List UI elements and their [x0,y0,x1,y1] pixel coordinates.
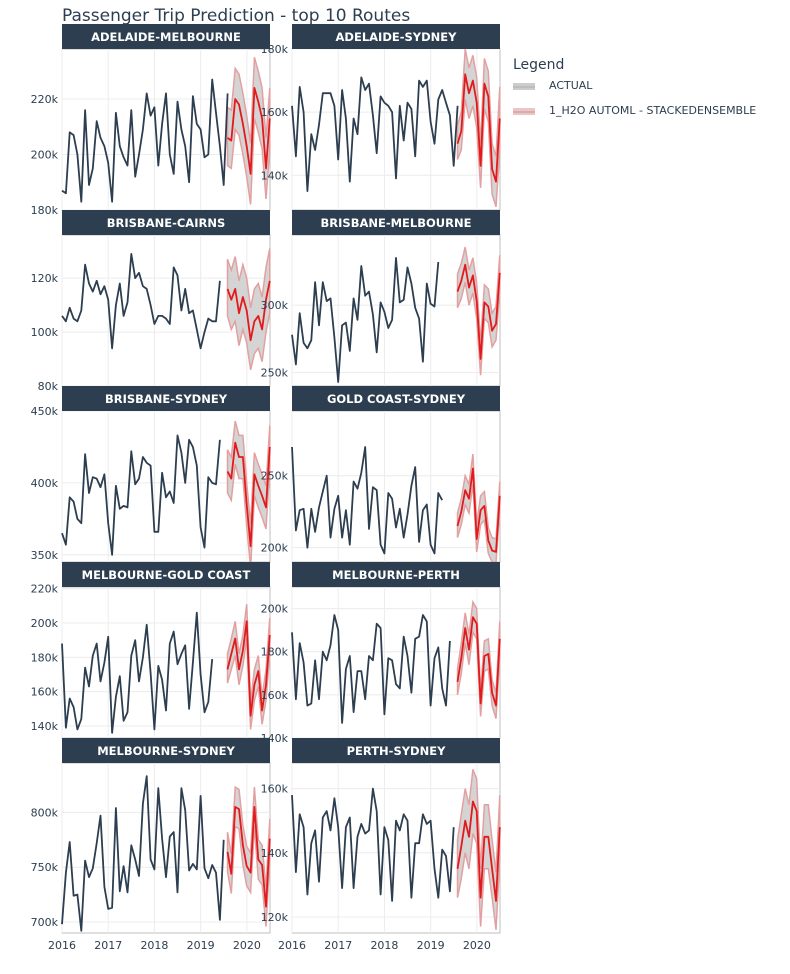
actual-line [291,256,440,383]
panel-title: BRISBANE-MELBOURNE [321,216,472,230]
y-tick-label: 180k [261,43,289,56]
y-tick-label: 200k [31,148,59,161]
legend-item-forecast: 1_H2O AUTOML - STACKEDENSEMBLE [513,104,756,117]
y-tick-label: 450k [31,405,59,418]
y-tick-label: 750k [31,861,59,874]
panel-strip [62,386,270,411]
actual-line [61,78,229,203]
x-tick-label: 2018 [370,939,398,952]
y-tick-label: 200k [261,603,289,616]
y-tick-label: 250k [261,367,289,380]
actual-line [291,76,459,193]
y-tick-label: 220k [31,93,59,106]
y-tick-label: 200k [31,617,59,630]
y-tick-label: 350k [31,549,59,562]
forecast-line [456,467,501,553]
panel-strip [292,562,500,587]
y-tick-label: 180k [261,646,289,659]
actual-line [291,614,451,724]
panel-strip [292,210,500,235]
panel-background [61,586,271,739]
panel-title: BRISBANE-CAIRNS [107,216,225,230]
forecast-line [456,263,501,360]
forecast-line [226,806,271,908]
y-tick-label: 140k [261,169,289,182]
panel-background [291,586,501,739]
forecast-line [226,280,271,342]
y-tick-label: 100k [31,326,59,339]
legend-label-actual: ACTUAL [549,79,593,92]
panel-title: MELBOURNE-GOLD COAST [82,568,251,582]
forecast-line [226,441,271,548]
forecast-line [226,87,271,175]
y-tick-label: 180k [31,204,59,217]
legend-title: Legend [513,57,565,73]
y-tick-label: 700k [31,916,59,929]
legend: Legend ACTUAL 1_H2O AUTOML - STACKEDENSE… [513,57,756,129]
panel-strip [292,738,500,763]
x-tick-label: 2017 [324,939,352,952]
y-tick-label: 800k [31,806,59,819]
panel-strip [292,386,500,411]
panel-strip [62,562,270,587]
legend-swatch-forecast [513,106,535,116]
y-tick-label: 160k [31,686,59,699]
panel-strip [62,738,270,763]
actual-line [61,252,221,350]
x-tick-label: 2018 [140,939,168,952]
x-tick-label: 2016 [48,939,76,952]
y-tick-label: 160k [261,689,289,702]
y-tick-label: 250k [261,470,289,483]
actual-line [291,446,443,555]
panel-title: MELBOURNE-PERTH [332,568,460,582]
actual-line [61,775,225,932]
forecast-band [226,248,271,370]
forecast-band [226,420,271,568]
panel-strip [292,24,500,49]
y-tick-label: 120k [261,911,289,924]
actual-line [61,611,214,734]
x-tick-label: 2017 [94,939,122,952]
y-tick-label: 200k [261,542,289,555]
panel-strip [62,210,270,235]
actual-line [291,787,455,902]
legend-swatch-actual [513,81,535,91]
x-tick-label: 2020 [233,939,261,952]
x-tick-label: 2019 [417,939,445,952]
y-tick-label: 160k [261,783,289,796]
y-tick-label: 140k [261,847,289,860]
x-tick-label: 2016 [278,939,306,952]
forecast-band [456,454,501,563]
x-tick-label: 2019 [187,939,215,952]
y-tick-label: 120k [31,272,59,285]
y-tick-label: 160k [261,106,289,119]
y-tick-label: 400k [31,477,59,490]
y-tick-label: 300k [261,299,289,312]
actual-line [61,434,221,556]
y-tick-label: 180k [31,651,59,664]
forecast-line [456,73,501,183]
forecast-band [226,785,271,927]
panel-title: ADELAIDE-MELBOURNE [91,30,241,44]
x-tick-label: 2020 [463,939,491,952]
y-tick-label: 220k [31,583,59,596]
forecast-band [226,57,271,205]
panel-strip [62,24,270,49]
panel-title: PERTH-SYDNEY [347,744,447,758]
panel-title: ADELAIDE-SYDNEY [336,30,458,44]
panel-title: BRISBANE-SYDNEY [105,392,228,406]
legend-item-actual: ACTUAL [513,79,756,92]
forecast-line [456,800,501,902]
panel-title: GOLD COAST-SYDNEY [327,392,466,406]
forecast-line [456,616,501,707]
panel-title: MELBOURNE-SYDNEY [97,744,235,758]
y-tick-label: 80k [38,380,59,393]
legend-label-forecast: 1_H2O AUTOML - STACKEDENSEMBLE [549,104,757,117]
forecast-line [226,620,271,717]
y-tick-label: 140k [31,720,59,733]
chart-title: Passenger Trip Prediction - top 10 Route… [62,6,411,26]
